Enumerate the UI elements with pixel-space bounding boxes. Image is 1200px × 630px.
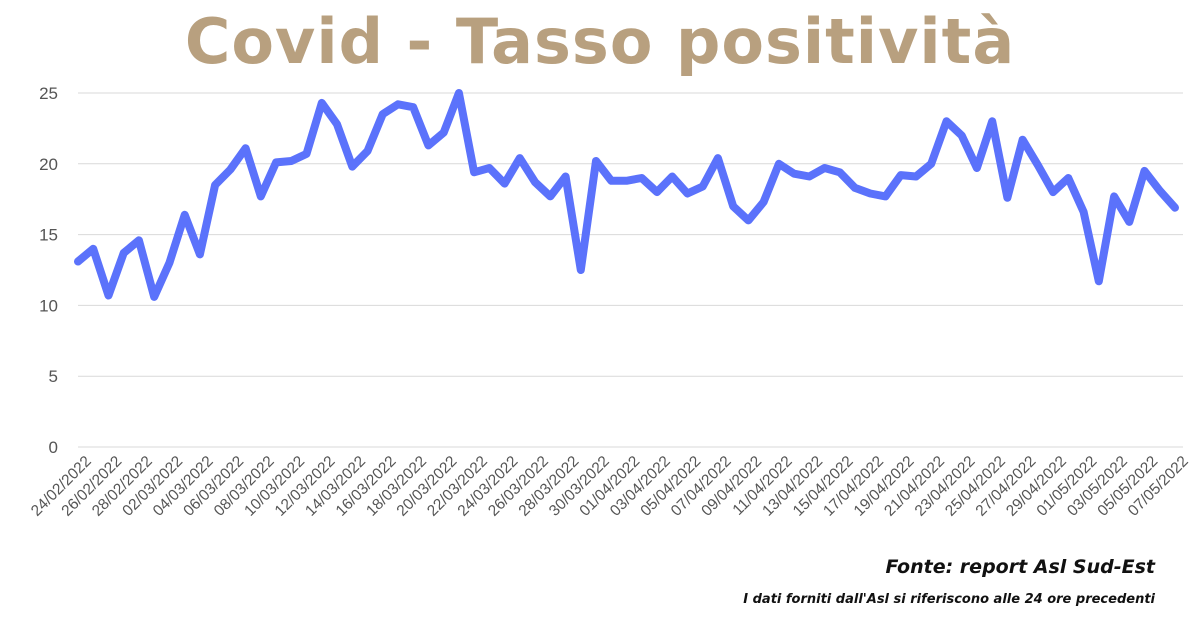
y-tick-label: 15 xyxy=(39,226,58,245)
y-axis-ticks: 0 5 10 15 20 25 xyxy=(39,84,58,457)
grid-lines xyxy=(78,92,1183,448)
y-tick-label: 25 xyxy=(39,84,58,103)
series-line-0 xyxy=(74,89,1179,301)
footnote: I dati forniti dall'Asl si riferiscono a… xyxy=(743,592,1155,607)
y-tick-label: 20 xyxy=(39,155,58,174)
x-axis-ticks: 24/02/202226/02/202228/02/202202/03/2022… xyxy=(28,453,1192,520)
y-tick-label: 10 xyxy=(39,296,58,315)
y-tick-label: 5 xyxy=(49,367,58,386)
y-tick-label: 0 xyxy=(49,438,58,457)
series-lines xyxy=(74,89,1179,301)
source-label: Fonte: report Asl Sud-Est xyxy=(885,556,1155,578)
chart-title: Covid - Tasso positività xyxy=(184,5,1016,78)
